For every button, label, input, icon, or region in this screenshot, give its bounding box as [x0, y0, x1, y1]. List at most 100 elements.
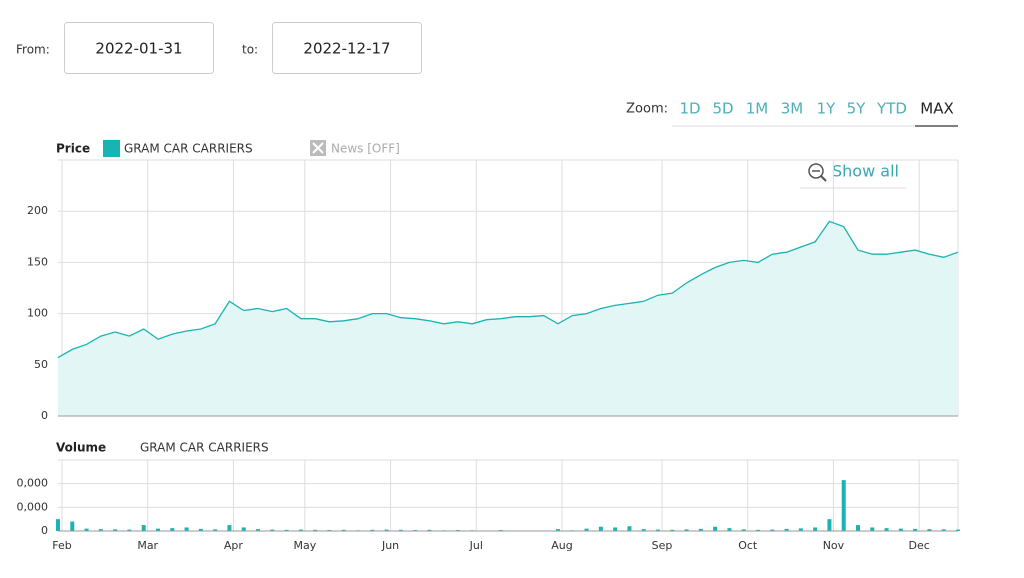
volume-bar [256, 529, 260, 531]
to-label: to: [242, 43, 258, 57]
volume-bar [698, 528, 703, 531]
panel-title: Volume [56, 441, 106, 455]
volume-bar [870, 527, 875, 531]
news-label[interactable]: News [OFF] [331, 142, 400, 156]
y-tick-label: 0,000 [17, 477, 49, 490]
volume-bar [113, 529, 118, 531]
volume-bar [556, 529, 560, 531]
zoom-out-icon [808, 163, 824, 179]
news-toggle[interactable]: News [OFF] [310, 140, 400, 156]
volume-bar [784, 528, 789, 531]
zoom-button[interactable]: 1M [746, 100, 769, 118]
volume-bar [941, 529, 946, 531]
x-tick-label: May [293, 539, 316, 552]
volume-bar [627, 526, 632, 531]
x-tick-label: Sep [652, 539, 673, 552]
zoom-button[interactable]: 5D [712, 100, 733, 118]
volume-bar [827, 519, 832, 531]
volume-bar [56, 519, 60, 531]
news-icon [312, 142, 324, 154]
volume-bar [756, 529, 760, 531]
volume-bar [898, 528, 903, 531]
volume-bar [813, 527, 818, 531]
volume-bar [584, 528, 589, 531]
x-tick-label: Mar [137, 539, 158, 552]
volume-bar [198, 528, 203, 531]
zoom-out-icon [820, 175, 827, 182]
price-line [57, 220, 959, 359]
volume-bar [398, 529, 403, 531]
volume-bar [770, 529, 775, 531]
zoom-button[interactable]: 1Y [817, 100, 837, 118]
zoom-button[interactable]: 1D [679, 100, 700, 118]
x-tick-label: Oct [738, 539, 758, 552]
volume-bar [427, 529, 432, 531]
volume-bar [313, 529, 318, 531]
volume-bar [98, 529, 103, 531]
panel-title: Price [56, 142, 90, 156]
volume-bar [841, 480, 846, 531]
volume-bar [856, 525, 860, 531]
zoom-button[interactable]: MAX [920, 100, 953, 118]
x-tick-label: Jun [381, 539, 399, 552]
zoom-label: Zoom: [626, 102, 668, 117]
price-area [58, 221, 958, 416]
y-tick-label: 0 [41, 409, 48, 422]
x-tick-label: Apr [224, 539, 244, 552]
volume-bar [384, 529, 389, 531]
volume-bar [713, 526, 718, 531]
volume-bar [170, 528, 175, 531]
y-tick-label: 0,000 [17, 500, 49, 513]
volume-bar [213, 529, 218, 531]
x-tick-label: Jul [469, 539, 483, 552]
volume-bar [241, 527, 246, 531]
volume-bar [884, 528, 889, 531]
y-tick-label: 50 [34, 358, 48, 371]
volume-bar [184, 527, 189, 531]
zoom-button[interactable]: 3M [781, 100, 804, 118]
volume-bar [913, 528, 918, 531]
show-all-button[interactable]: Show all [800, 162, 906, 189]
volume-bar [227, 525, 232, 531]
from-value[interactable]: 2022-01-31 [95, 40, 182, 58]
volume-bar [84, 528, 89, 531]
volume-bar [956, 529, 960, 531]
volume-bar [156, 528, 160, 531]
volume-bar [727, 528, 732, 531]
zoom-button[interactable]: YTD [876, 100, 907, 118]
volume-bar [298, 529, 303, 531]
volume-bar [613, 527, 618, 531]
x-tick-label: Aug [551, 539, 572, 552]
volume-bar [598, 526, 603, 531]
volume-bar [684, 529, 689, 531]
volume-bar [70, 521, 75, 531]
show-all[interactable]: Show all [832, 162, 899, 181]
volume-bar [741, 529, 746, 531]
from-input[interactable] [64, 22, 214, 74]
volume-bar [927, 529, 932, 531]
volume-bar [270, 529, 275, 531]
volume-bar [141, 525, 146, 531]
volume-bar [284, 529, 289, 531]
volume-bar [670, 529, 675, 531]
volume-bar [656, 529, 660, 531]
x-tick-label: Nov [823, 539, 845, 552]
legend-swatch [103, 140, 120, 157]
from-label: From: [16, 43, 50, 57]
x-tick-label: Feb [52, 539, 71, 552]
zoom-button[interactable]: 5Y [847, 100, 867, 118]
volume-bar [370, 529, 375, 531]
legend-label: GRAM CAR CARRIERS [124, 142, 253, 156]
y-tick-label: 0 [41, 524, 48, 537]
y-tick-label: 150 [27, 255, 48, 268]
y-tick-label: 100 [27, 307, 48, 320]
x-tick-label: Dec [908, 539, 929, 552]
legend-label: GRAM CAR CARRIERS [140, 441, 269, 455]
volume-bar [341, 529, 346, 531]
to-value[interactable]: 2022-12-17 [303, 40, 390, 58]
volume-bar [641, 529, 646, 531]
to-input[interactable] [272, 22, 422, 74]
volume-bar [127, 529, 132, 531]
volume-bar [798, 528, 803, 531]
